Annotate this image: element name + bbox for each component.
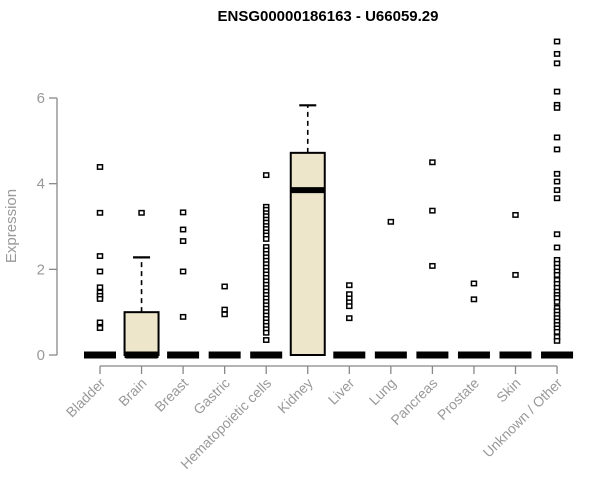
zero-median-bar (541, 351, 574, 359)
x-category-label: Prostate (434, 375, 482, 423)
zero-median-bar (250, 351, 283, 359)
outlier-point (429, 159, 436, 166)
outlier-point (179, 238, 187, 245)
box-group-gastric (208, 283, 241, 359)
outlier-point (470, 280, 478, 287)
outlier-point (346, 315, 353, 322)
outlier-point (96, 164, 104, 170)
box-body (289, 151, 326, 356)
outlier-point (553, 328, 561, 335)
zero-median-bar (457, 351, 490, 359)
outlier-point (429, 207, 436, 214)
outlier-point (553, 104, 561, 111)
outlier-point (553, 60, 561, 67)
x-category-label: Breast (151, 375, 191, 415)
zero-median-bar (167, 351, 200, 359)
y-tick-label: 2 (37, 261, 45, 278)
y-tick-label: 4 (37, 176, 45, 193)
outlier-point (553, 146, 561, 153)
box-group-brain (123, 209, 160, 359)
outlier-point (179, 226, 187, 233)
zero-median-bar (208, 351, 241, 359)
outlier-point (221, 283, 228, 290)
zero-median-bar (84, 351, 116, 359)
x-category-label: Lung (366, 375, 399, 408)
outlier-point (96, 253, 104, 260)
x-category-label: Skin (493, 375, 524, 406)
outlier-point (262, 329, 270, 336)
zero-median-bar (125, 351, 158, 359)
outlier-point (346, 282, 353, 289)
outlier-point (553, 298, 561, 305)
zero-median-bar (416, 351, 449, 359)
outlier-point (387, 218, 395, 225)
box-body (123, 311, 160, 357)
outlier-point (553, 88, 561, 95)
box-group-unknown-other (541, 38, 574, 359)
box-group-hematopoietic-cells (250, 172, 283, 359)
zero-median-bar (374, 351, 407, 359)
y-tick-label: 0 (37, 347, 45, 364)
box-group-skin (499, 211, 532, 359)
chart-title: ENSG00000186163 - U66059.29 (217, 8, 438, 25)
outlier-point (96, 209, 104, 216)
outlier-point (262, 337, 270, 343)
outlier-point (96, 268, 104, 275)
outlier-point (512, 211, 519, 218)
outlier-point (346, 303, 353, 310)
x-category-label: Unknown / Other (480, 375, 566, 461)
outlier-point (512, 271, 519, 278)
outlier-point (96, 295, 104, 302)
box-group-liver (333, 282, 366, 359)
outlier-point (96, 325, 104, 331)
outlier-point (96, 284, 104, 291)
x-category-label: Kidney (274, 375, 316, 417)
outlier-point (221, 311, 228, 318)
outlier-point (179, 268, 187, 275)
outlier-point (553, 187, 561, 194)
outlier-point (470, 296, 478, 303)
outlier-point (262, 172, 270, 179)
outlier-point (553, 38, 561, 45)
outlier-point (553, 337, 561, 344)
outlier-point (138, 209, 145, 216)
outlier-point (553, 50, 561, 57)
box-group-prostate (457, 280, 490, 359)
outlier-point (262, 235, 270, 242)
zero-median-bar (499, 351, 532, 359)
box-group-lung (374, 218, 407, 359)
y-tick-label: 6 (37, 90, 45, 107)
outlier-point (429, 262, 436, 269)
outlier-point (553, 271, 561, 278)
x-category-label: Bladder (63, 375, 109, 421)
box-group-breast (167, 209, 200, 359)
box-series (84, 38, 574, 359)
box-group-pancreas (416, 159, 449, 359)
outlier-point (553, 170, 561, 177)
zero-median-bar (333, 351, 366, 359)
outlier-point (553, 178, 561, 185)
outlier-point (179, 313, 187, 320)
outlier-point (553, 231, 561, 238)
x-category-label: Liver (325, 375, 358, 408)
box-group-bladder (84, 164, 116, 359)
box-group-kidney (289, 104, 326, 356)
outlier-point (221, 306, 228, 313)
outlier-point (553, 244, 561, 251)
outlier-point (553, 134, 561, 141)
outlier-point (553, 195, 561, 202)
x-category-label: Brain (115, 375, 149, 409)
outlier-point (179, 209, 187, 216)
y-axis-label: Expression (3, 189, 20, 263)
outlier-point (96, 319, 104, 326)
